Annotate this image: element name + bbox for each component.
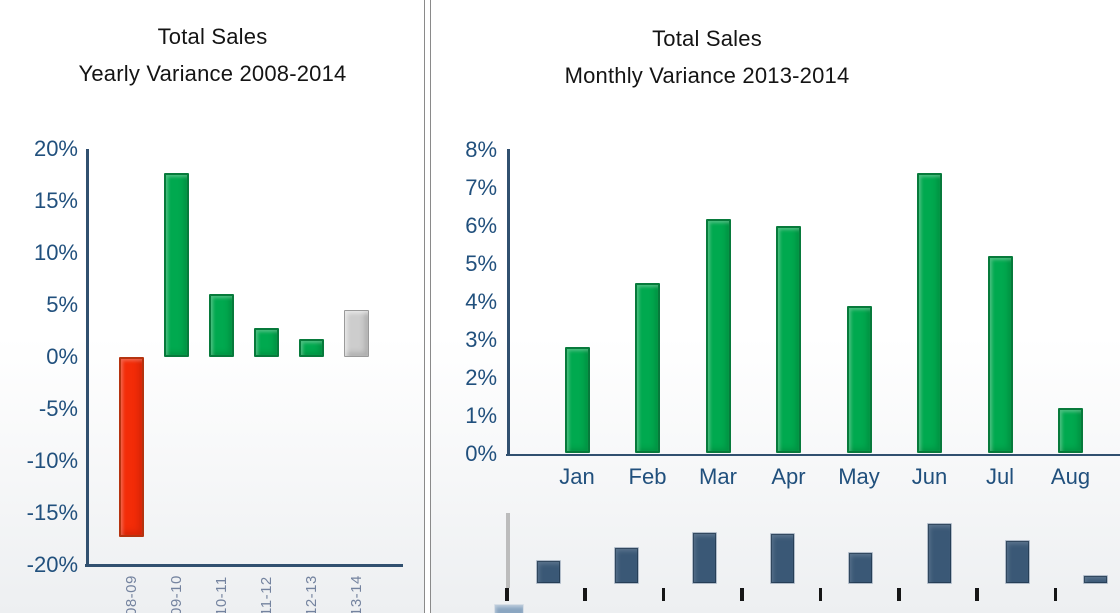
monthly-x-axis-label: Feb	[628, 464, 667, 489]
yearly-x-axis-label: 08-09	[123, 575, 140, 613]
partial-chart-axis-tick	[661, 588, 666, 601]
monthly-x-axis-label: Mar	[699, 464, 737, 489]
partial-chart-bar-2	[613, 547, 639, 584]
yearly-bar-11-12	[253, 327, 279, 357]
monthly-y-axis-label: 4%	[465, 288, 497, 314]
monthly-x-axis-label: May	[838, 464, 880, 489]
monthly-x-axis-label: Jun	[911, 464, 948, 489]
yearly-y-axis-label: -15%	[26, 500, 78, 525]
yearly-x-axis-label: 13-14	[348, 575, 365, 613]
partial-chart-bar-3	[691, 532, 717, 584]
yearly-y-axis-label: 0%	[46, 344, 78, 369]
yearly-x-axis-label: 11-12	[258, 576, 275, 613]
yearly-y-axis-label: -5%	[38, 396, 78, 421]
monthly-y-axis-label: 6%	[465, 213, 497, 239]
yearly-y-axis-line	[86, 149, 89, 566]
monthly-x-axis-label: Apr	[771, 464, 806, 489]
monthly-bar-Feb	[635, 282, 660, 454]
yearly-x-axis-label: 10-11	[213, 576, 230, 613]
yearly-x-axis-label: 09-10	[168, 575, 185, 613]
panel-divider-line	[430, 0, 431, 613]
monthly-y-axis-label: 3%	[465, 326, 497, 352]
monthly-chart-title: Total Sales	[652, 26, 762, 51]
monthly-y-axis-label: 7%	[465, 175, 497, 201]
yearly-y-axis-label: 5%	[46, 292, 78, 317]
partial-chart-axis-tick	[583, 588, 587, 601]
partial-chart-bar-4	[770, 533, 796, 584]
yearly-bar-09-10	[163, 172, 189, 357]
partial-chart-axis-tick	[818, 588, 823, 601]
partial-chart-bar-1	[535, 560, 561, 584]
partial-chart-bar-8	[1082, 575, 1108, 584]
monthly-y-axis-label: 0%	[465, 440, 497, 466]
partial-chart-axis-tick	[740, 588, 744, 601]
monthly-y-axis-line	[507, 149, 510, 456]
yearly-y-axis-label: -10%	[26, 448, 78, 473]
partial-chart-axis-tick	[505, 588, 509, 601]
monthly-bar-Aug	[1058, 408, 1083, 454]
monthly-x-axis-line	[506, 453, 1120, 456]
yearly-x-axis-line	[85, 564, 403, 567]
yearly-y-axis-label: 15%	[33, 188, 78, 213]
yearly-bar-08-09	[118, 357, 144, 537]
partial-chart-axis-tick	[1053, 588, 1058, 601]
partial-chart-bar-7	[1004, 540, 1030, 584]
monthly-bar-Jan	[564, 347, 590, 454]
partial-chart-axis-tick	[975, 588, 979, 601]
monthly-y-axis-label: 2%	[465, 364, 497, 390]
monthly-y-axis-label: 8%	[465, 137, 497, 163]
yearly-bar-13-14	[343, 310, 369, 357]
partial-chart-axis-line	[505, 513, 510, 588]
yearly-y-axis-label: -20%	[26, 552, 78, 577]
monthly-bar-Jul	[987, 256, 1013, 454]
yearly-chart-subtitle: Yearly Variance 2008-2014	[78, 61, 347, 86]
yearly-chart-title: Total Sales	[157, 24, 268, 49]
yearly-bar-12-13	[298, 339, 324, 357]
monthly-y-axis-label: 1%	[465, 402, 497, 428]
monthly-x-axis-label: Aug	[1050, 464, 1091, 489]
partial-chart-axis-tick	[897, 588, 901, 601]
partial-chart-bar-6	[926, 523, 952, 584]
monthly-bar-May	[846, 305, 872, 454]
partial-chart-negative-bar	[493, 604, 524, 613]
monthly-y-axis-label: 5%	[465, 251, 497, 276]
yearly-y-axis-label: 20%	[33, 136, 78, 161]
monthly-bar-Mar	[705, 218, 731, 454]
panel-divider-line	[424, 0, 425, 613]
monthly-bar-Jun	[917, 173, 942, 454]
yearly-x-axis-label: 12-13	[303, 575, 320, 613]
monthly-chart-subtitle: Monthly Variance 2013-2014	[564, 63, 850, 88]
monthly-bar-Apr	[776, 226, 801, 454]
partial-chart-bar-5	[848, 552, 874, 584]
monthly-x-axis-label: Jan	[559, 464, 595, 489]
yearly-y-axis-label: 10%	[33, 240, 78, 265]
yearly-bar-10-11	[208, 293, 234, 357]
monthly-x-axis-label: Jul	[985, 464, 1015, 489]
